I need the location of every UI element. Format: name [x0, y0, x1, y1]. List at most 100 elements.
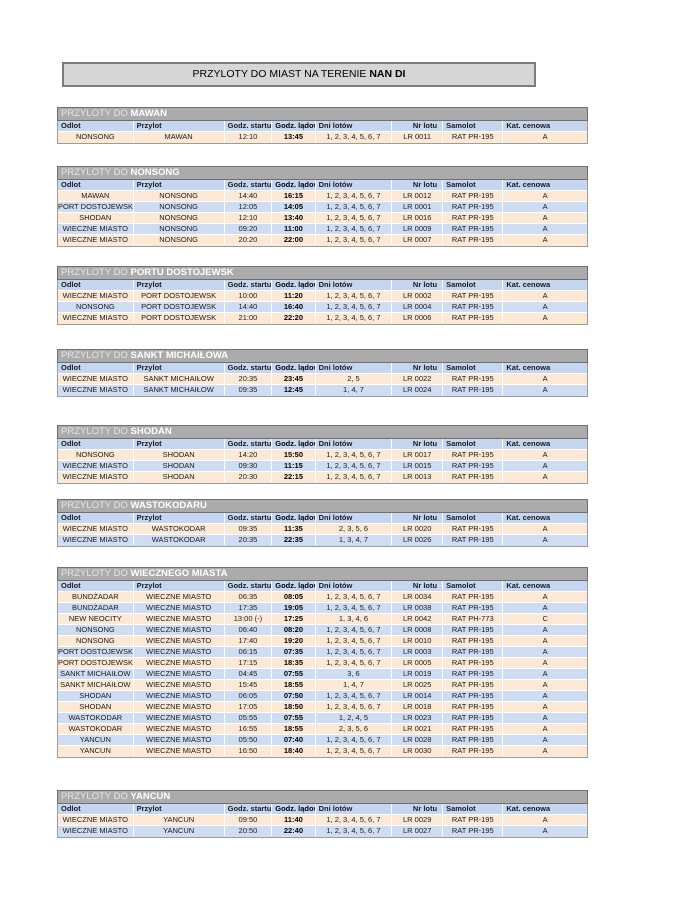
- cell-samolot: RAT PR-195: [443, 826, 504, 836]
- cell-godz-startu: 20:20: [225, 235, 273, 245]
- cell-przylot: NONSONG: [134, 213, 225, 223]
- cell-przylot: SANKT MICHAIŁOW: [134, 374, 225, 384]
- cell-samolot: RAT PR-195: [443, 815, 504, 825]
- cell-kat-cenowa: A: [542, 746, 548, 755]
- cell-odlot: PORT DOSTOJEWSK: [58, 658, 134, 668]
- table-title-city: WASTOKODARU: [130, 500, 207, 511]
- table-title-city: PORTU DOSTOJEWSK: [130, 267, 234, 278]
- cell-godz-startu: 06:15: [225, 647, 273, 657]
- column-header-samolot: Samolot: [443, 280, 504, 290]
- cell-odlot: WIECZNE MIASTO: [58, 385, 134, 395]
- cell-przylot: WIECZNE MIASTO: [134, 702, 225, 712]
- cell-samolot: RAT PR-195: [443, 191, 504, 201]
- cell-godz-ladow: 18:35: [272, 658, 316, 668]
- cell-godz-startu: 06:05: [225, 691, 273, 701]
- table-title-bar: PRZYLOTY DO SHODAN: [57, 425, 588, 439]
- cell-odlot: NONSONG: [58, 636, 134, 646]
- cell-kat-cenowa: A: [542, 603, 548, 612]
- column-header-przylot: Przylot: [134, 513, 225, 523]
- cell-nr-lotu: LR 0014: [392, 691, 444, 701]
- column-header-kat-cenowa: Kat. cenowa: [506, 439, 551, 448]
- column-header-odlot: Odlot: [58, 280, 134, 290]
- cell-odlot: BUNDŻADAR: [58, 603, 134, 613]
- cell-kat-cenowa: A: [542, 625, 548, 634]
- cell-kat-cenowa: C: [542, 614, 548, 623]
- cell-godz-startu: 17:35: [225, 603, 273, 613]
- cell-godz-startu: 14:20: [225, 450, 273, 460]
- cell-dni-lotow: 1, 2, 3, 4, 5, 6, 7: [316, 735, 393, 745]
- cell-nr-lotu: LR 0015: [392, 461, 444, 471]
- cell-odlot: WIECZNE MIASTO: [58, 535, 134, 545]
- cell-godz-startu: 21:00: [225, 313, 273, 323]
- column-header-kat-cenowa: Kat. cenowa: [506, 513, 551, 522]
- cell-godz-ladow: 13:40: [272, 213, 316, 223]
- cell-dni-lotow: 1, 2, 3, 4, 5, 6, 7: [316, 224, 393, 234]
- cell-kat-cenowa: A: [542, 450, 548, 459]
- cell-godz-ladow: 22:00: [272, 235, 316, 245]
- cell-kat-cenowa: A: [542, 826, 548, 835]
- cell-godz-ladow: 07:40: [272, 735, 316, 745]
- cell-godz-ladow: 11:35: [272, 524, 316, 534]
- cell-kat-cenowa: A: [542, 724, 548, 733]
- table-row: YANCUN WIECZNE MIASTO 16:50 18:40 1, 2, 3, 4…: [58, 746, 587, 757]
- cell-kat-cenowa: A: [542, 374, 548, 383]
- cell-dni-lotow: 1, 2, 3, 4, 5, 6, 7: [316, 313, 393, 323]
- cell-godz-startu: 20:35: [225, 374, 273, 384]
- cell-godz-ladow: 15:50: [272, 450, 316, 460]
- cell-kat-cenowa: A: [542, 636, 548, 645]
- cell-nr-lotu: LR 0002: [392, 291, 444, 301]
- cell-godz-ladow: 14:05: [272, 202, 316, 212]
- table-title-bar: PRZYLOTY DO YANCUN: [57, 790, 588, 804]
- cell-dni-lotow: 1, 4, 7: [316, 680, 393, 690]
- table-body: WIECZNE MIASTO YANCUN 09:50 11:40 1, 2, 3, 4…: [58, 815, 587, 837]
- table-row: WIECZNE MIASTO SHODAN 20:30 22:15 1, 2, 3, 4…: [58, 472, 587, 483]
- cell-nr-lotu: LR 0020: [392, 524, 444, 534]
- cell-kat-cenowa: A: [542, 313, 548, 322]
- column-header-godz-startu: Godz. startu: [225, 513, 273, 523]
- cell-kat-cenowa: A: [542, 713, 548, 722]
- cell-godz-ladow: 22:40: [272, 826, 316, 836]
- table-title-city: NONSONG: [130, 167, 180, 178]
- cell-odlot: WIECZNE MIASTO: [58, 235, 134, 245]
- table-row: BUNDŻADAR WIECZNE MIASTO 06:35 08:05 1, 2, 3…: [58, 592, 587, 603]
- cell-przylot: WIECZNE MIASTO: [134, 691, 225, 701]
- table-title-bar: PRZYLOTY DO PORTU DOSTOJEWSK: [57, 266, 588, 280]
- table-row: WIECZNE MIASTO SHODAN 09:30 11:15 1, 2, 3, 4…: [58, 461, 587, 472]
- cell-nr-lotu: LR 0042: [392, 614, 444, 624]
- cell-odlot: WIECZNE MIASTO: [58, 291, 134, 301]
- column-header-godz-ladow: Godz. lądow.: [272, 439, 316, 449]
- table-row: WIECZNE MIASTO NONSONG 20:20 22:00 1, 2, 3, …: [58, 235, 587, 246]
- cell-godz-ladow: 07:50: [272, 691, 316, 701]
- column-header-dni-lotow: Dni lotów: [316, 363, 393, 373]
- table-row: WIECZNE MIASTO PORT DOSTOJEWSK 21:00 22:20 1…: [58, 313, 587, 324]
- cell-dni-lotow: 1, 2, 3, 4, 5, 6, 7: [316, 592, 393, 602]
- cell-odlot: NEW NEOCITY: [58, 614, 134, 624]
- table-title-prefix: PRZYLOTY DO: [61, 568, 131, 579]
- cell-nr-lotu: LR 0008: [392, 625, 444, 635]
- table-row: WIECZNE MIASTO NONSONG 09:20 11:00 1, 2, 3, …: [58, 224, 587, 235]
- table-title-prefix: PRZYLOTY DO: [61, 791, 131, 802]
- cell-kat-cenowa: A: [542, 472, 548, 481]
- flight-table-portu-dostojewsk: PRZYLOTY DO PORTU DOSTOJEWSK Odlot Przylo…: [57, 266, 588, 325]
- column-header-dni-lotow: Dni lotów: [316, 121, 393, 131]
- cell-kat-cenowa: A: [542, 224, 548, 233]
- cell-odlot: NONSONG: [58, 450, 134, 460]
- page-title: PRZYLOTY DO MIAST NA TERENIE: [192, 68, 370, 80]
- table-row: NONSONG SHODAN 14:20 15:50 1, 2, 3, 4, 5, 6,…: [58, 450, 587, 461]
- cell-dni-lotow: 1, 2, 3, 4, 5, 6, 7: [316, 647, 393, 657]
- cell-nr-lotu: LR 0017: [392, 450, 444, 460]
- column-header-nr-lotu: Nr lotu: [392, 804, 444, 814]
- cell-dni-lotow: 1, 4, 7: [316, 385, 393, 395]
- cell-godz-ladow: 19:20: [272, 636, 316, 646]
- cell-kat-cenowa: A: [542, 680, 548, 689]
- cell-odlot: PORT DOSTOJEWSK: [58, 202, 134, 212]
- flight-table-nonsong: PRZYLOTY DO NONSONG Odlot Przylot Godz. st…: [57, 166, 588, 247]
- cell-godz-ladow: 07:55: [272, 713, 316, 723]
- cell-samolot: RAT PR-195: [443, 636, 504, 646]
- cell-kat-cenowa: A: [542, 461, 548, 470]
